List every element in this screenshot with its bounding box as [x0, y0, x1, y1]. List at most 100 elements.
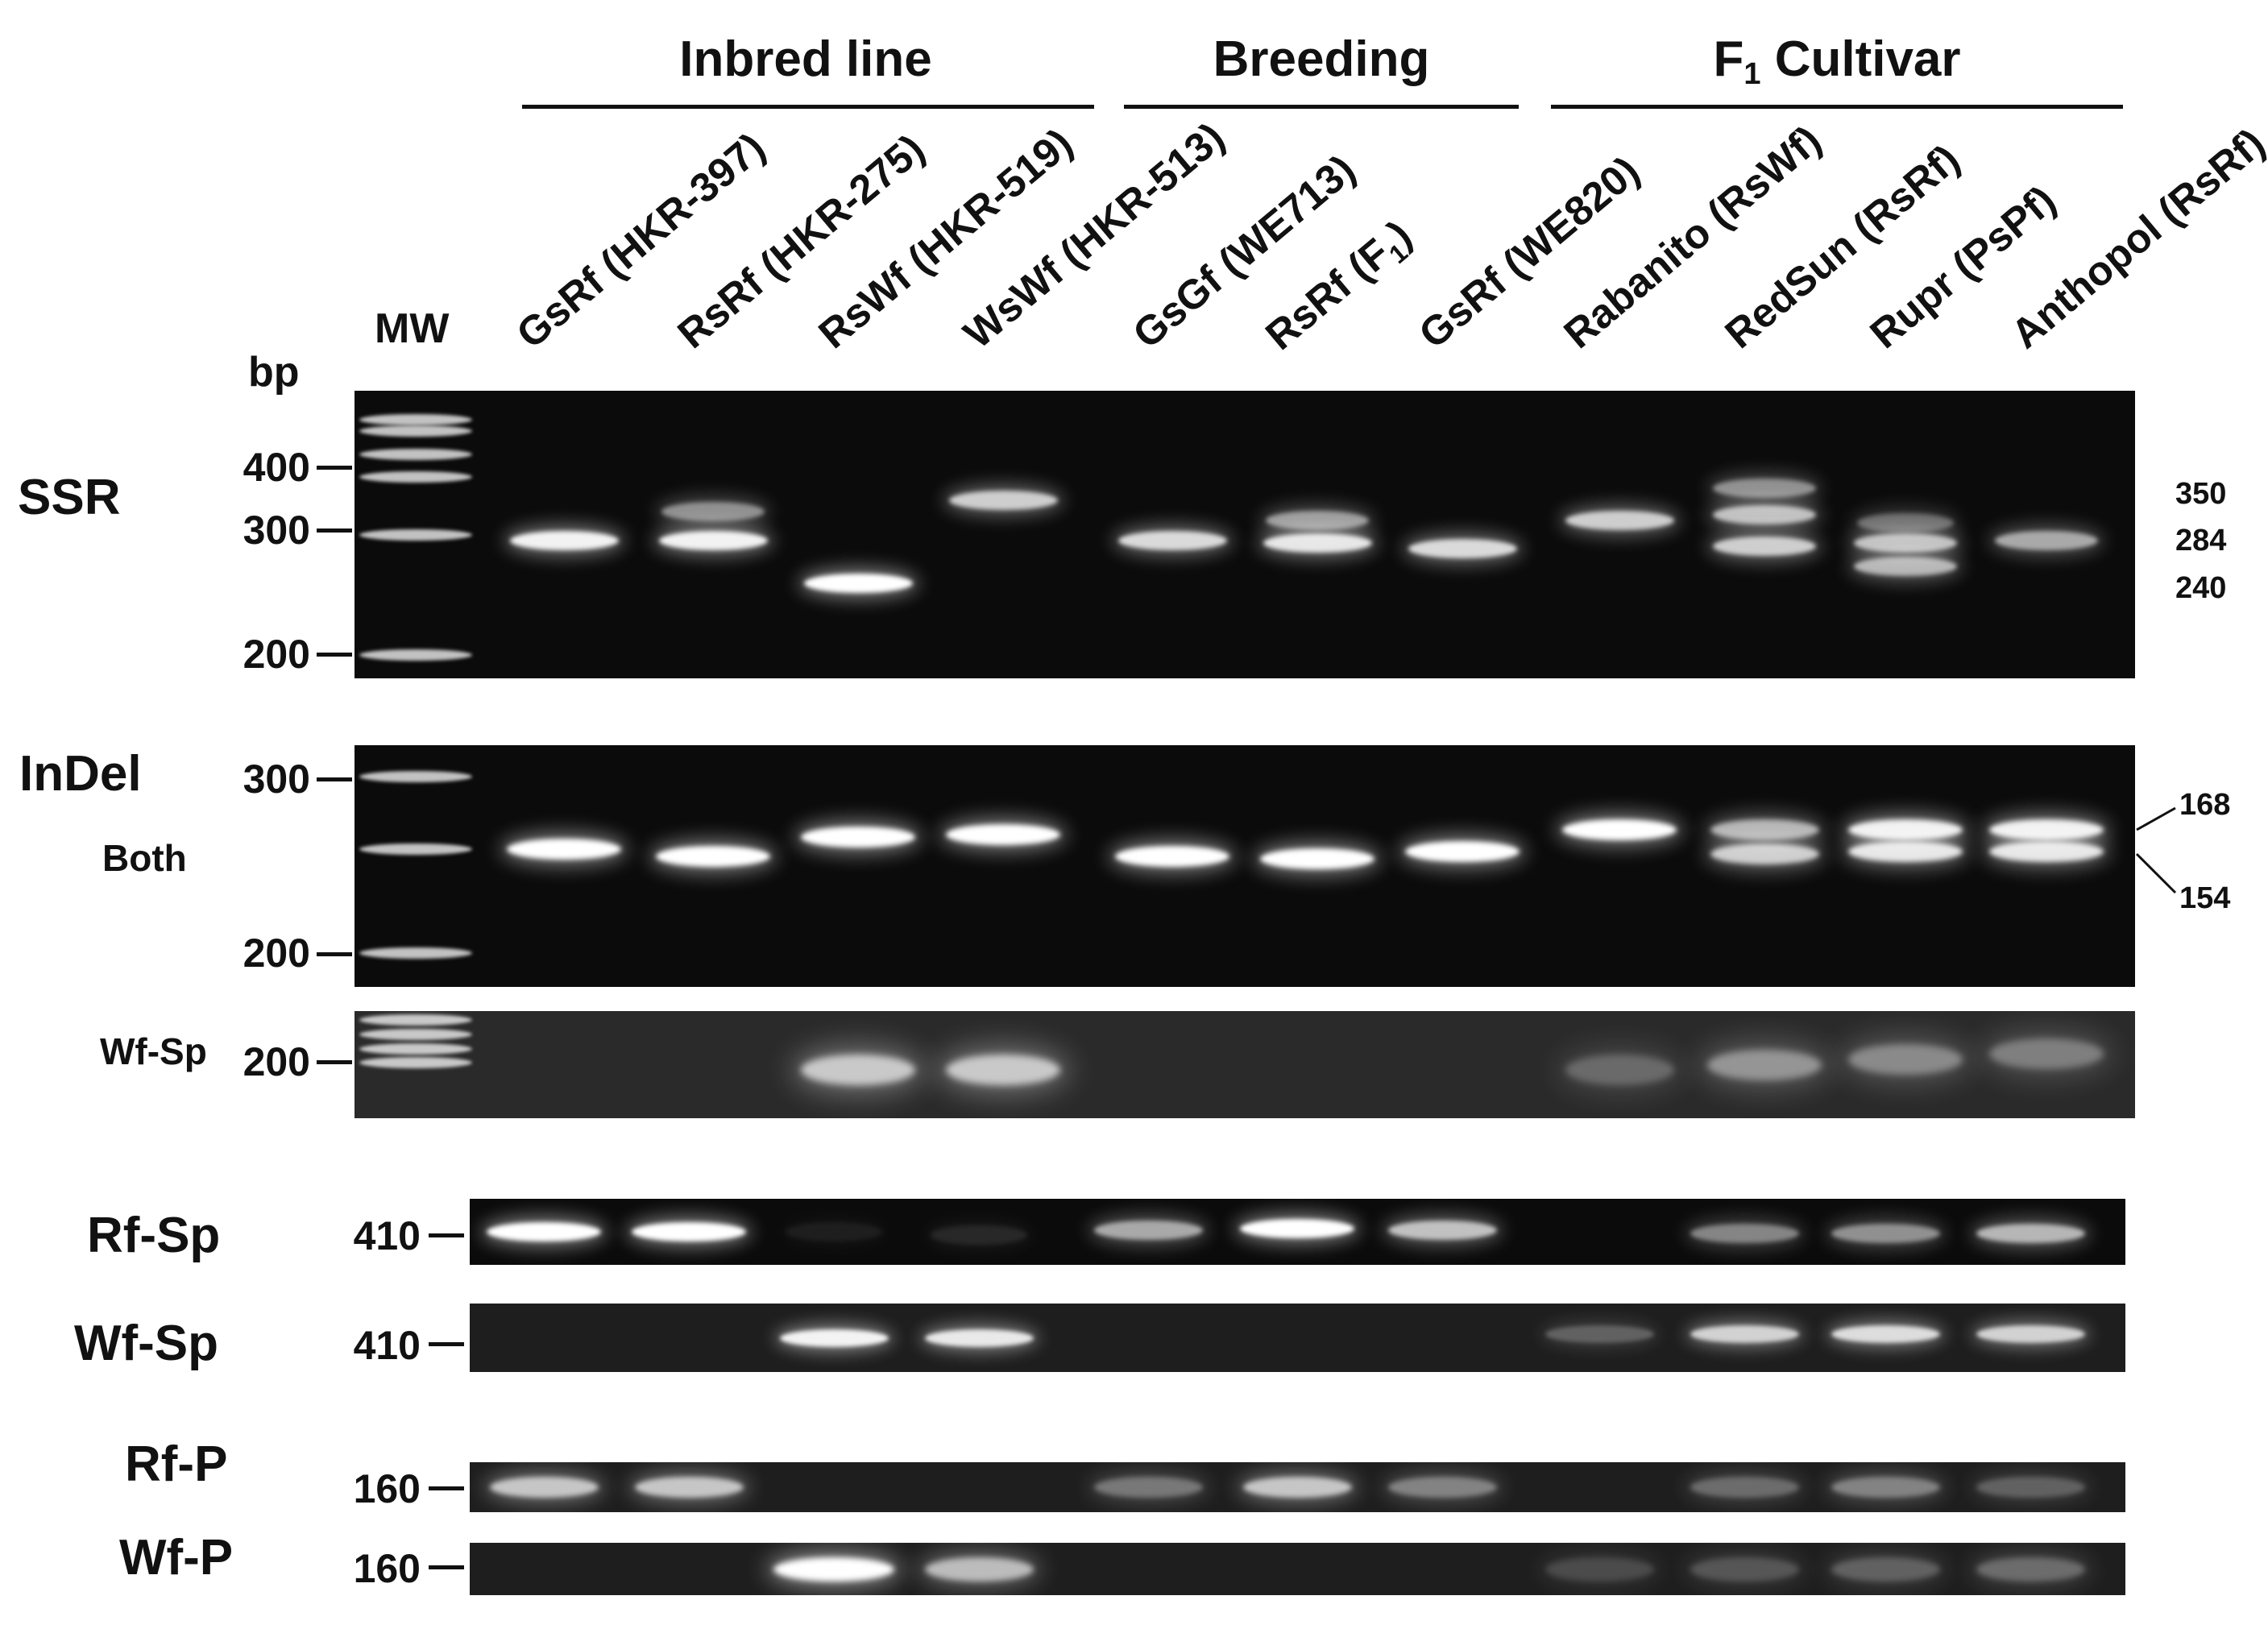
ladder-band [359, 1056, 472, 1068]
gel-band [1831, 1223, 1940, 1243]
ladder-band [359, 1013, 472, 1026]
gel-band [1690, 1477, 1799, 1498]
gel-band [655, 846, 771, 867]
ladder-band [359, 413, 472, 425]
gel-band [506, 839, 622, 860]
tick-mark [317, 466, 352, 470]
group-divider-inbred [522, 105, 1094, 109]
gel-band [773, 1556, 894, 1581]
panel-label-wf-sp-top: Wf-Sp [100, 1030, 207, 1072]
ladder-band [359, 528, 472, 541]
tick-wfsp-200: 200 [243, 1039, 310, 1084]
gel-wf-sp-top [355, 1011, 2135, 1118]
gel-band [948, 490, 1058, 510]
gel-band [779, 1328, 889, 1347]
group-label-inbred: Inbred line [679, 31, 932, 87]
ladder-band [359, 649, 472, 661]
ladder-band [359, 1029, 472, 1041]
gel-band [661, 501, 765, 521]
tick-mark [317, 952, 352, 956]
gel-band [931, 1225, 1027, 1246]
gel-band [1093, 1221, 1203, 1241]
gel-band [1995, 530, 2098, 550]
tick-wfsp-410: 410 [353, 1323, 421, 1368]
gel-band [1544, 1556, 1654, 1581]
gel-band [1690, 1325, 1799, 1344]
panel-sublabel-both: Both [102, 837, 187, 879]
tick-wfp-160: 160 [353, 1546, 421, 1591]
group-divider-breeding [1124, 105, 1519, 109]
tick-mark [317, 528, 352, 533]
gel-band [486, 1222, 602, 1241]
gel-band [1831, 1325, 1940, 1344]
gel-band [658, 530, 768, 550]
gel-band [1544, 1325, 1654, 1344]
gel-ssr [355, 391, 2135, 678]
gel-band [800, 827, 916, 848]
tick-mark [317, 653, 352, 657]
size-label-284: 284 [2175, 524, 2227, 558]
group-label-breeding: Breeding [1213, 31, 1430, 87]
gel-band [1847, 1043, 1963, 1075]
gel-band [1831, 1556, 1940, 1581]
gel-band [945, 824, 1061, 845]
gel-band [1690, 1556, 1799, 1581]
gel-indel [355, 745, 2135, 987]
size-label-168: 168 [2179, 788, 2231, 822]
tick-rfp-160: 160 [353, 1466, 421, 1511]
tick-mark [429, 1233, 464, 1237]
gel-band [1565, 510, 1674, 530]
tick-rfsp-410: 410 [353, 1213, 421, 1258]
gel-band [1114, 846, 1230, 867]
gel-band [1854, 556, 1957, 576]
gel-band [1263, 533, 1372, 553]
gel-band [1387, 1477, 1497, 1498]
bp-label: bp [248, 349, 300, 396]
gel-band [1976, 1556, 2085, 1581]
gel-band [1259, 848, 1375, 869]
tick-mark [317, 777, 352, 781]
panel-label-rf-p: Rf-P [125, 1436, 228, 1492]
size-label-350: 350 [2175, 477, 2227, 511]
group-label-f1: F1 Cultivar [1713, 31, 1961, 91]
gel-band [1713, 536, 1816, 556]
gel-band [786, 1222, 882, 1241]
ladder-band [359, 947, 472, 959]
gel-band [1713, 479, 1816, 499]
pointer-168 [2136, 806, 2176, 831]
gel-band [1093, 1477, 1203, 1498]
gel-band [1831, 1477, 1940, 1498]
pointer-154 [2135, 852, 2177, 894]
panel-label-ssr: SSR [18, 470, 121, 525]
tick-ssr-400: 400 [243, 445, 310, 490]
gel-band [1706, 1049, 1822, 1080]
gel-band [1988, 1038, 2104, 1070]
gel-rf-p [470, 1462, 2125, 1512]
gel-band [1847, 819, 1963, 840]
gel-wf-p [470, 1543, 2125, 1595]
tick-mark [429, 1342, 464, 1346]
gel-band [1710, 844, 1819, 864]
gel-band [1239, 1218, 1355, 1238]
tick-ssr-200: 200 [243, 632, 310, 677]
gel-band [1857, 513, 1954, 533]
ladder-band [359, 1042, 472, 1055]
gel-band [1404, 841, 1520, 862]
mw-label: MW [375, 305, 450, 352]
tick-ssr-300: 300 [243, 508, 310, 553]
gel-band [489, 1477, 599, 1498]
panel-label-indel: InDel [19, 746, 142, 802]
gel-band [1847, 841, 1963, 862]
gel-band [1242, 1477, 1352, 1498]
size-label-154: 154 [2179, 881, 2231, 915]
gel-band [1710, 819, 1819, 840]
gel-band [945, 1055, 1061, 1086]
tick-indel-300: 300 [243, 756, 310, 802]
gel-band [1976, 1223, 2085, 1243]
gel-band [1266, 510, 1369, 530]
tick-indel-200: 200 [243, 931, 310, 976]
gel-band [803, 574, 913, 594]
gel-band [631, 1222, 747, 1241]
gel-band [924, 1328, 1034, 1347]
